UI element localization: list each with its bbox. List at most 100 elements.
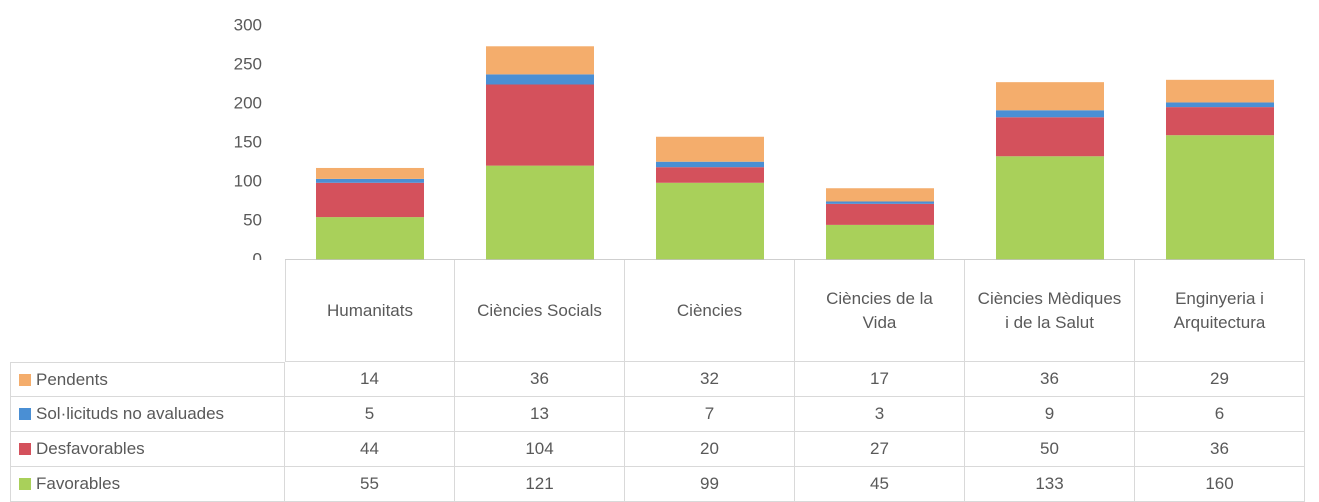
- value-cell: 121: [455, 467, 625, 502]
- value-cell: 36: [455, 362, 625, 397]
- value-cell-text: 14: [360, 369, 379, 388]
- category-cell: Enginyeria i Arquitectura: [1135, 260, 1305, 362]
- bar-segment: [316, 178, 424, 183]
- value-cell: 14: [285, 362, 455, 397]
- bar-segment: [316, 167, 424, 179]
- value-cell-text: 6: [1214, 404, 1225, 423]
- value-cell-text: 55: [360, 474, 379, 493]
- y-tick-label: 50: [243, 210, 262, 229]
- bar-segment: [996, 156, 1104, 260]
- value-cell-text: 36: [1210, 439, 1229, 458]
- bar-segment: [316, 182, 424, 218]
- category-cell: Ciències Socials: [455, 260, 625, 362]
- legend-swatch: [19, 373, 31, 386]
- y-tick-label: 0: [253, 249, 262, 260]
- value-cell: 13: [455, 397, 625, 432]
- legend-swatch: [19, 478, 31, 490]
- legend-cell: Favorables: [10, 467, 285, 502]
- value-cell: 27: [795, 432, 965, 467]
- legend-cell: Pendents: [10, 362, 285, 397]
- value-cell: 45: [795, 467, 965, 502]
- value-cell: 9: [965, 397, 1135, 432]
- value-cell: 104: [455, 432, 625, 467]
- value-cell-text: 36: [1040, 369, 1059, 388]
- value-cell: 6: [1135, 397, 1305, 432]
- value-cell: 17: [795, 362, 965, 397]
- bar-segment: [486, 84, 594, 166]
- value-cell-text: 9: [1044, 404, 1055, 423]
- value-cell-text: 5: [364, 404, 375, 423]
- bar-segment: [316, 217, 424, 260]
- category-cell-text: Ciències Mèdiques i de la Salut: [977, 288, 1122, 332]
- legend-swatch: [19, 443, 31, 455]
- category-cell-text: Ciències: [676, 300, 743, 320]
- value-cell: 55: [285, 467, 455, 502]
- legend-label: Desfavorables: [36, 439, 145, 458]
- bar-segment: [826, 203, 934, 225]
- y-tick-label: 150: [234, 132, 262, 151]
- category-cell: Humanitats: [285, 260, 455, 362]
- value-cell: 5: [285, 397, 455, 432]
- value-cell-text: 104: [525, 439, 554, 458]
- category-cell-text: Enginyeria i Arquitectura: [1173, 288, 1266, 332]
- legend-label: Favorables: [36, 474, 121, 493]
- value-cell-text: 36: [530, 369, 549, 388]
- category-cell-text: Ciències de la Vida: [826, 288, 933, 332]
- value-cell-text: 45: [870, 474, 889, 493]
- value-cell: 50: [965, 432, 1135, 467]
- value-cell-text: 160: [1205, 474, 1234, 493]
- value-cell: 20: [625, 432, 795, 467]
- y-tick-label: 200: [234, 93, 262, 112]
- category-cell: Ciències Mèdiques i de la Salut: [965, 260, 1135, 362]
- value-cell: 29: [1135, 362, 1305, 397]
- bar-segment: [826, 224, 934, 260]
- value-cell: 160: [1135, 467, 1305, 502]
- bar-segment: [1166, 107, 1274, 136]
- legend-swatch: [19, 408, 31, 420]
- legend-label: Sol·licituds no avaluades: [36, 404, 225, 423]
- bar-segment: [826, 201, 934, 204]
- value-cell-text: 27: [870, 439, 889, 458]
- bar-segment: [486, 165, 594, 260]
- legend-cell: Sol·licituds no avaluades: [10, 397, 285, 432]
- value-cell: 36: [1135, 432, 1305, 467]
- bar-segment: [1166, 79, 1274, 103]
- bar-segment: [486, 46, 594, 75]
- value-cell: 3: [795, 397, 965, 432]
- value-cell-text: 99: [700, 474, 719, 493]
- bar-segment: [826, 188, 934, 202]
- value-cell-text: 17: [870, 369, 889, 388]
- value-cell-text: 3: [874, 404, 885, 423]
- value-cell-text: 32: [700, 369, 719, 388]
- bar-segment: [656, 167, 764, 183]
- value-cell-text: 13: [530, 404, 549, 423]
- y-tick-label: 300: [234, 15, 262, 34]
- value-cell: 36: [965, 362, 1135, 397]
- bar-segment: [656, 161, 764, 168]
- bar-segment: [996, 110, 1104, 118]
- legend-label: Pendents: [36, 369, 108, 389]
- bar-segment: [656, 182, 764, 260]
- value-cell: 99: [625, 467, 795, 502]
- legend-cell: Desfavorables: [10, 432, 285, 467]
- category-cell-text: Humanitats: [327, 300, 413, 320]
- bar-segment: [486, 74, 594, 85]
- bar-segment: [996, 82, 1104, 111]
- category-cell: Ciències: [625, 260, 795, 362]
- category-cell: Ciències de la Vida: [795, 260, 965, 362]
- y-tick-label: 100: [234, 171, 262, 190]
- value-cell-text: 121: [525, 474, 554, 493]
- bar-segment: [1166, 135, 1274, 260]
- value-cell-text: 133: [1035, 474, 1064, 493]
- value-cell: 32: [625, 362, 795, 397]
- bar-segment: [1166, 102, 1274, 108]
- value-cell-text: 44: [360, 439, 379, 458]
- y-tick-label: 250: [234, 54, 262, 73]
- bar-segment: [996, 117, 1104, 157]
- category-cell-text: Ciències Socials: [477, 300, 602, 320]
- value-cell-text: 29: [1210, 369, 1229, 388]
- value-cell-text: 20: [700, 439, 719, 458]
- bar-segment: [656, 136, 764, 162]
- value-cell-text: 7: [704, 404, 715, 423]
